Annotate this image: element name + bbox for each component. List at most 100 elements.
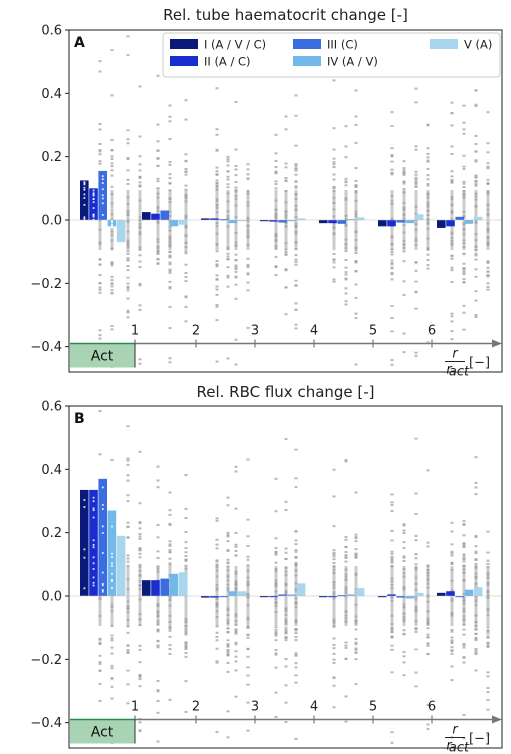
scatter-point — [332, 173, 336, 176]
scatter-point — [474, 249, 478, 252]
scatter-point — [156, 486, 160, 489]
scatter-point — [474, 150, 478, 153]
scatter-point — [474, 563, 478, 566]
scatter-point — [450, 152, 454, 155]
scatter-point — [354, 259, 358, 262]
scatter-point — [226, 670, 230, 673]
scatter-point — [426, 627, 430, 630]
scatter-point — [284, 720, 288, 723]
scatter-point — [332, 280, 336, 283]
scatter-point — [414, 553, 418, 556]
scatter-point — [110, 652, 114, 655]
scatter-point — [184, 474, 188, 477]
scatter-point — [168, 557, 172, 560]
scatter-point — [414, 626, 418, 629]
act-dot — [101, 202, 104, 205]
scatter-point — [486, 270, 490, 273]
scatter-point — [414, 145, 418, 148]
scatter-point — [354, 317, 358, 320]
scatter-point — [462, 542, 466, 545]
scatter-point — [414, 534, 418, 537]
scatter-point — [450, 312, 454, 315]
scatter-point — [156, 123, 160, 126]
scatter-point — [234, 628, 238, 631]
scatter-point — [226, 558, 230, 561]
scatter-point — [246, 518, 250, 521]
scatter-point — [184, 530, 188, 533]
scatter-point — [390, 273, 394, 276]
scatter-point — [390, 330, 394, 333]
scatter-point — [98, 160, 102, 163]
scatter-point — [390, 741, 394, 744]
scatter-point — [414, 628, 418, 631]
scatter-point — [168, 563, 172, 566]
scatter-point — [354, 648, 358, 651]
scatter-point — [215, 661, 219, 664]
scatter-point — [215, 166, 219, 169]
scatter-point — [284, 115, 288, 118]
scatter-point — [98, 162, 102, 165]
act-dot — [92, 509, 95, 512]
scatter-point — [332, 261, 336, 264]
scatter-point — [274, 159, 278, 162]
scatter-point — [126, 138, 130, 141]
scatter-point — [215, 635, 219, 638]
scatter-point — [332, 258, 336, 261]
scatter-point — [156, 252, 160, 255]
scatter-point — [462, 281, 466, 284]
act-dot — [101, 582, 104, 585]
scatter-point — [486, 708, 490, 711]
scatter-point — [414, 148, 418, 151]
scatter-point — [450, 642, 454, 645]
scatter-point — [274, 180, 278, 183]
act-dot — [101, 525, 104, 528]
scatter-point — [98, 274, 102, 277]
scatter-point — [168, 629, 172, 632]
scatter-point — [462, 278, 466, 281]
scatter-point — [215, 560, 219, 563]
scatter-point — [156, 536, 160, 539]
scatter-point — [294, 549, 298, 552]
scatter-point — [168, 137, 172, 140]
scatter-point — [426, 541, 430, 544]
scatter-point — [246, 564, 250, 567]
scatter-point — [274, 691, 278, 694]
distance-label: 4 — [310, 324, 318, 339]
scatter-point — [294, 258, 298, 261]
legend-swatch-V — [430, 39, 458, 49]
scatter-point — [110, 637, 114, 640]
scatter-point — [284, 557, 288, 560]
scatter-point — [332, 166, 336, 169]
scatter-point — [110, 697, 114, 700]
scatter-point — [450, 543, 454, 546]
scatter-point — [215, 303, 219, 306]
scatter-point — [284, 176, 288, 179]
scatter-point — [486, 167, 490, 170]
scatter-point — [486, 644, 490, 647]
scatter-point — [98, 410, 102, 413]
scatter-point — [390, 560, 394, 563]
scatter-point — [344, 181, 348, 184]
scatter-point — [110, 279, 114, 282]
scatter-point — [474, 314, 478, 317]
scatter-point — [344, 459, 348, 462]
scatter-point — [126, 631, 130, 634]
bar-I-4 — [319, 596, 328, 598]
scatter-point — [98, 642, 102, 645]
scatter-point — [344, 545, 348, 548]
panel-b: Rel. RBC flux change [-] 0.6 0.4 0.2 0.0 −0.2… — [30, 383, 503, 754]
scatter-point — [274, 547, 278, 550]
scatter-point — [126, 250, 130, 253]
scatter-point — [414, 512, 418, 515]
scatter-point — [98, 453, 102, 456]
scatter-point — [274, 152, 278, 155]
scatter-point — [462, 311, 466, 314]
scatter-point — [294, 284, 298, 287]
scatter-point — [184, 170, 188, 173]
scatter-point — [344, 184, 348, 187]
scatter-point — [138, 527, 142, 530]
scatter-point — [332, 558, 336, 561]
scatter-point — [138, 537, 142, 540]
scatter-point — [138, 729, 142, 732]
scatter-point — [110, 49, 114, 52]
